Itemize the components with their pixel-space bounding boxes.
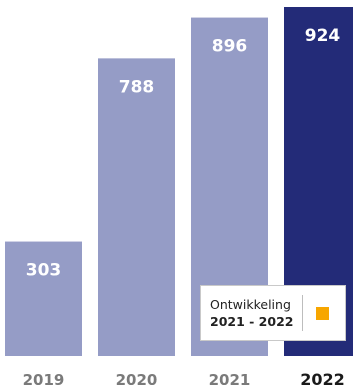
x-tick-label-2019: 2019 [23,371,65,389]
development-callout: Ontwikkeling 2021 - 2022 [200,285,346,341]
callout-divider [302,295,304,331]
callout-range: 2021 - 2022 [210,314,294,329]
callout-title: Ontwikkeling [210,297,291,312]
x-tick-label-2020: 2020 [116,371,158,389]
value-label-2019: 303 [26,261,62,281]
callout-text: Ontwikkeling 2021 - 2022 [201,296,293,330]
value-label-2020: 788 [119,77,155,97]
x-tick-label-2022: 2022 [300,370,345,389]
value-label-2022: 924 [305,26,341,46]
value-labels-group: 303 788 896 924 [26,26,341,281]
value-label-2021: 896 [212,37,248,57]
bar-2019 [5,241,82,356]
bar-2020 [98,58,175,356]
x-axis-ticks: 2019 2020 2021 2022 [23,370,345,389]
x-tick-label-2021: 2021 [209,371,251,389]
orange-square-icon [316,306,330,320]
